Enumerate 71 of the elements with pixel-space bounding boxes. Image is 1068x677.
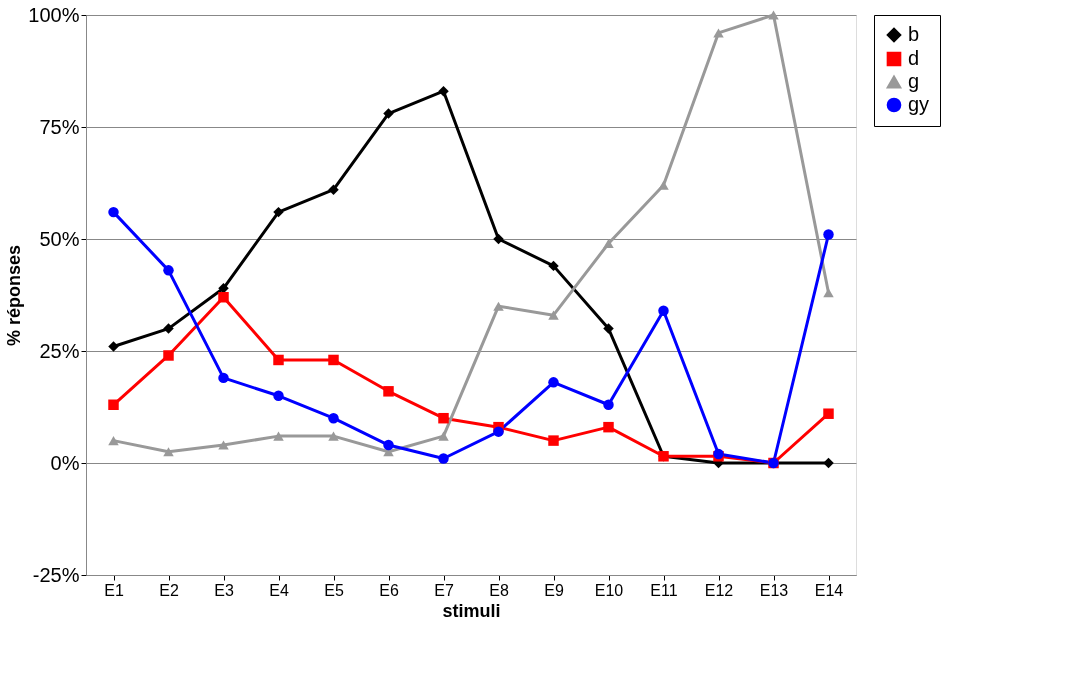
point bbox=[163, 350, 174, 361]
point bbox=[768, 10, 779, 20]
point bbox=[163, 265, 174, 276]
point bbox=[163, 447, 174, 457]
legend-label: g bbox=[908, 70, 920, 92]
point bbox=[273, 206, 284, 218]
point bbox=[658, 305, 669, 316]
point bbox=[273, 390, 284, 402]
point bbox=[493, 426, 504, 437]
x-tick-label: E2 bbox=[159, 581, 179, 599]
point bbox=[493, 301, 504, 311]
point bbox=[658, 180, 669, 190]
x-tick-label: E8 bbox=[489, 581, 509, 599]
x-tick-label: E1 bbox=[104, 581, 124, 599]
point bbox=[548, 260, 559, 272]
point bbox=[438, 85, 449, 97]
point bbox=[108, 399, 119, 410]
point bbox=[823, 229, 834, 240]
point bbox=[273, 354, 284, 366]
x-tick-label: E4 bbox=[269, 581, 289, 599]
x-tick-label: E10 bbox=[594, 581, 624, 599]
point bbox=[493, 233, 504, 245]
y-tick-label: -25% bbox=[32, 563, 80, 586]
point bbox=[548, 377, 559, 388]
y-tick-label: 75% bbox=[39, 115, 80, 138]
x-tick-label: E6 bbox=[379, 581, 399, 599]
point bbox=[823, 288, 834, 298]
point bbox=[218, 372, 229, 384]
point bbox=[163, 323, 174, 334]
x-tick-label: E3 bbox=[214, 581, 234, 599]
x-tick-label: E12 bbox=[704, 581, 734, 599]
legend-label: d bbox=[908, 47, 920, 69]
point bbox=[108, 206, 119, 218]
point bbox=[823, 457, 834, 469]
point bbox=[383, 108, 394, 119]
point bbox=[823, 408, 834, 419]
x-tick-label: E13 bbox=[759, 581, 789, 599]
point bbox=[383, 439, 394, 451]
legend-label: gy bbox=[908, 93, 930, 115]
point bbox=[218, 440, 229, 450]
point bbox=[438, 431, 449, 441]
point bbox=[548, 435, 559, 446]
y-tick-label: 25% bbox=[39, 339, 80, 362]
x-tick-label: E9 bbox=[544, 581, 564, 599]
point bbox=[438, 453, 449, 464]
x-axis-title: stimuli bbox=[442, 600, 501, 621]
point bbox=[328, 431, 339, 441]
point bbox=[383, 386, 394, 397]
point bbox=[548, 310, 559, 320]
point bbox=[218, 292, 229, 303]
y-tick-label: 50% bbox=[39, 227, 80, 250]
x-tick-label: E14 bbox=[814, 581, 844, 599]
point bbox=[328, 354, 339, 366]
point bbox=[713, 28, 724, 38]
y-axis-title: % réponses bbox=[4, 244, 25, 347]
x-tick-label: E11 bbox=[650, 581, 678, 599]
point bbox=[603, 421, 614, 433]
point bbox=[603, 399, 614, 410]
point bbox=[328, 412, 339, 424]
point bbox=[603, 238, 614, 249]
legend-label: b bbox=[908, 23, 920, 45]
x-tick-label: E5 bbox=[324, 581, 344, 599]
point bbox=[108, 341, 119, 352]
point bbox=[438, 412, 449, 424]
point bbox=[328, 184, 339, 195]
y-tick-label: 100% bbox=[28, 3, 80, 26]
point bbox=[603, 323, 614, 334]
point bbox=[108, 436, 119, 446]
y-tick-label: 0% bbox=[50, 451, 80, 474]
point bbox=[273, 431, 284, 441]
x-tick-label: E7 bbox=[434, 581, 454, 599]
